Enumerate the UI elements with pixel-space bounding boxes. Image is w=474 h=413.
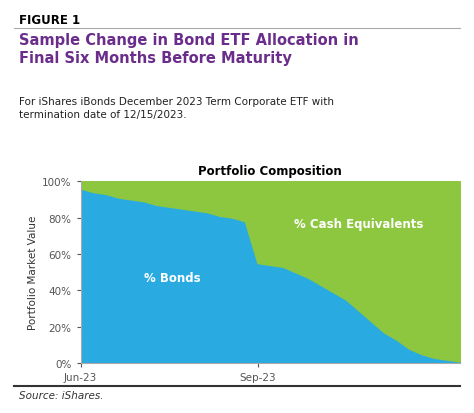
Title: Portfolio Composition: Portfolio Composition (198, 165, 342, 178)
Y-axis label: Portfolio Market Value: Portfolio Market Value (28, 216, 38, 330)
Text: % Cash Equivalents: % Cash Equivalents (294, 217, 423, 230)
Text: Sample Change in Bond ETF Allocation in
Final Six Months Before Maturity: Sample Change in Bond ETF Allocation in … (19, 33, 359, 65)
Text: Source: iShares.: Source: iShares. (19, 390, 103, 400)
Text: % Bonds: % Bonds (144, 271, 201, 285)
Text: FIGURE 1: FIGURE 1 (19, 14, 80, 27)
Text: For iShares iBonds December 2023 Term Corporate ETF with
termination date of 12/: For iShares iBonds December 2023 Term Co… (19, 97, 334, 120)
